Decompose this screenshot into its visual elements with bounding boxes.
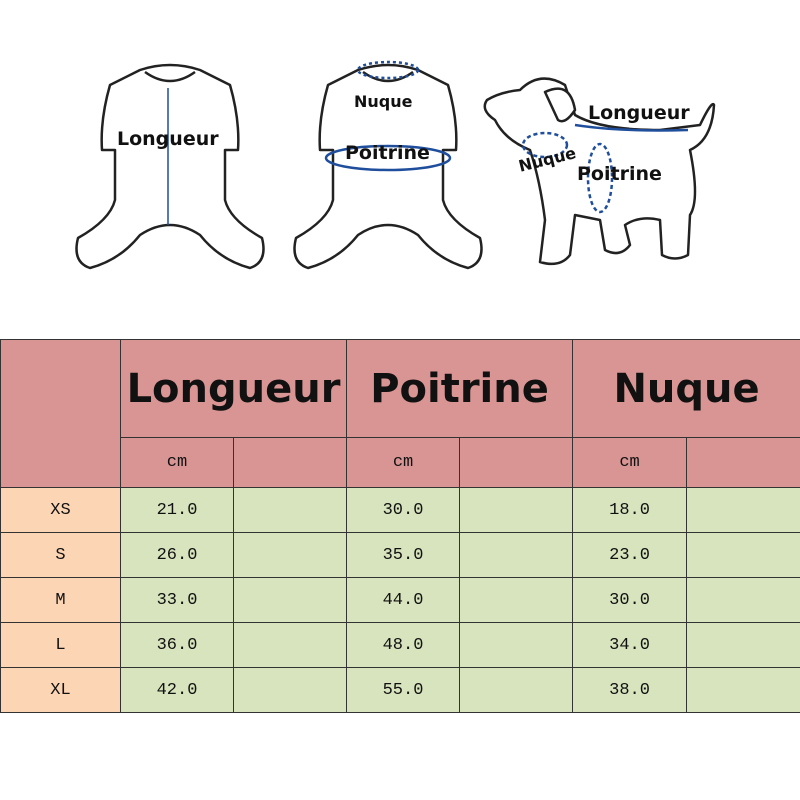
value-cell: 38.0 <box>572 667 688 713</box>
header-neck: Nuque <box>572 339 800 438</box>
unit-cell: cm <box>120 437 234 488</box>
suit-neck-label: Nuque <box>354 92 413 111</box>
size-cell: XL <box>0 667 121 713</box>
header-length: Longueur <box>119 339 348 438</box>
empty-cell <box>459 667 574 713</box>
unit-cell: cm <box>572 437 688 488</box>
suit-chest-label: Poitrine <box>345 142 430 164</box>
measurement-illustrations <box>75 60 716 270</box>
empty-cell <box>232 437 348 488</box>
size-cell: XS <box>0 487 121 533</box>
empty-cell <box>686 532 800 578</box>
empty-cell <box>232 487 348 533</box>
empty-cell <box>232 577 348 623</box>
empty-cell <box>232 667 348 713</box>
value-cell: 18.0 <box>572 487 688 533</box>
header-chest: Poitrine <box>346 339 574 438</box>
table-row: M 33.0 44.0 30.0 <box>0 577 800 623</box>
size-cell: L <box>0 622 121 668</box>
chest-arrow <box>324 144 452 172</box>
value-cell: 42.0 <box>120 667 234 713</box>
size-cell: M <box>0 577 121 623</box>
pet-suit-back-illustration <box>293 63 483 270</box>
dog-chest-label: Poitrine <box>577 163 662 185</box>
value-cell: 34.0 <box>572 622 688 668</box>
dog-length-label: Longueur <box>588 102 690 124</box>
empty-cell <box>686 577 800 623</box>
neck-arrow <box>356 60 420 80</box>
empty-cell <box>459 577 574 623</box>
dog-chest-arrow <box>586 142 614 214</box>
size-chart-table: Longueur Poitrine Nuque cm cm cm XS 21.0 3… <box>0 339 800 713</box>
size-cell: S <box>0 532 121 578</box>
value-cell: 26.0 <box>120 532 234 578</box>
dog-neck-arrow <box>521 131 569 159</box>
value-cell: 33.0 <box>120 577 234 623</box>
suit-length-label: Longueur <box>117 128 219 150</box>
empty-cell <box>459 487 574 533</box>
empty-cell <box>459 622 574 668</box>
value-cell: 55.0 <box>346 667 461 713</box>
dog-length-arrow <box>574 123 689 132</box>
value-cell: 30.0 <box>572 577 688 623</box>
empty-cell <box>459 532 574 578</box>
empty-cell <box>686 437 800 488</box>
value-cell: 23.0 <box>572 532 688 578</box>
value-cell: 21.0 <box>120 487 234 533</box>
corner-cell <box>0 339 121 488</box>
empty-cell <box>686 622 800 668</box>
empty-cell <box>686 667 800 713</box>
empty-cell <box>459 437 574 488</box>
table-row: XS 21.0 30.0 18.0 <box>0 487 800 533</box>
value-cell: 30.0 <box>346 487 461 533</box>
dog-illustration <box>483 77 716 266</box>
unit-cell: cm <box>346 437 461 488</box>
empty-cell <box>232 622 348 668</box>
table-row: XL 42.0 55.0 38.0 <box>0 667 800 713</box>
value-cell: 35.0 <box>346 532 461 578</box>
empty-cell <box>232 532 348 578</box>
value-cell: 44.0 <box>346 577 461 623</box>
empty-cell <box>686 487 800 533</box>
table-row: S 26.0 35.0 23.0 <box>0 532 800 578</box>
pet-suit-front-illustration <box>75 63 265 270</box>
table-row: L 36.0 48.0 34.0 <box>0 622 800 668</box>
value-cell: 36.0 <box>120 622 234 668</box>
value-cell: 48.0 <box>346 622 461 668</box>
